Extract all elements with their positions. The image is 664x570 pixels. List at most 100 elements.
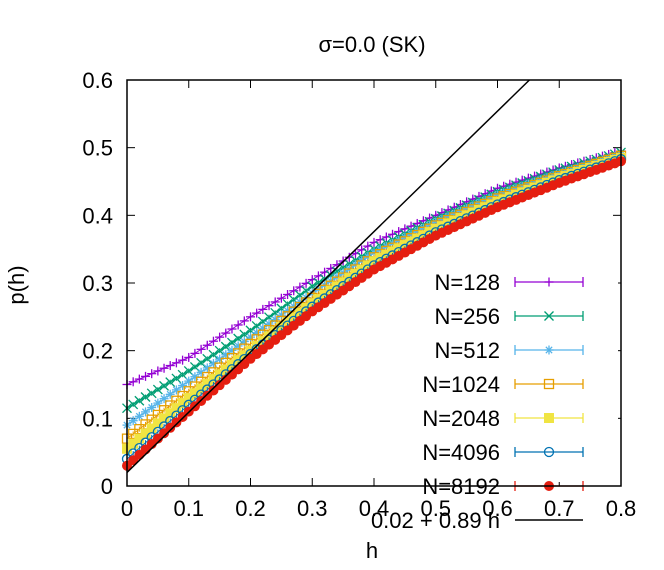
y-tick-label: 0.5: [82, 136, 113, 161]
data-point: [239, 316, 249, 326]
data-point: [227, 324, 237, 334]
legend-marker: [544, 345, 554, 355]
data-point: [202, 340, 212, 350]
x-tick-label: 0.8: [606, 496, 637, 521]
data-point: [171, 358, 181, 368]
data-point: [196, 357, 207, 368]
x-tick-label: 0.3: [297, 496, 328, 521]
data-point: [177, 411, 188, 422]
data-point: [165, 389, 175, 399]
x-tick-label: 0.5: [420, 496, 451, 521]
legend-label: N=2048: [422, 406, 500, 431]
legend-marker: [544, 413, 554, 423]
data-point: [215, 332, 225, 342]
data-point: [147, 403, 157, 413]
data-point: [177, 369, 188, 380]
y-tick-label: 0.6: [82, 68, 113, 93]
data-point: [171, 403, 182, 414]
legend-marker: [544, 277, 554, 287]
x-tick-label: 0.2: [235, 496, 266, 521]
y-tick-label: 0: [101, 474, 113, 499]
data-point: [147, 369, 157, 379]
data-point: [258, 304, 268, 314]
plot-area: [121, 79, 627, 474]
data-point: [159, 380, 170, 391]
data-point: [276, 293, 286, 303]
legend-label: N=4096: [422, 440, 500, 465]
legend-label: N=512: [435, 338, 500, 363]
data-point: [270, 297, 280, 307]
data-point: [178, 355, 188, 365]
series-N=8192: [122, 156, 626, 471]
data-point: [178, 381, 188, 391]
data-point: [159, 363, 169, 373]
data-point: [171, 373, 182, 384]
x-tick-label: 0.1: [173, 496, 204, 521]
data-point: [202, 353, 213, 364]
data-point: [128, 377, 138, 387]
data-point: [220, 341, 231, 352]
data-point: [246, 332, 255, 342]
x-axis-label: h: [366, 538, 378, 563]
data-point: [246, 312, 255, 322]
data-point: [165, 408, 176, 419]
data-point: [165, 377, 176, 388]
data-point: [184, 352, 194, 362]
data-point: [171, 385, 181, 395]
legend-label: 0.02 + 0.89 h: [371, 508, 500, 533]
legend: N=128N=256N=512N=1024N=2048N=4096N=81920…: [371, 262, 618, 533]
legend-background: [408, 262, 618, 482]
chart-title: σ=0.0 (SK): [318, 32, 425, 57]
x-tick-label: 0.6: [482, 496, 513, 521]
data-point: [196, 344, 206, 354]
data-point: [141, 371, 151, 381]
legend-marker: [543, 378, 555, 390]
data-point: [252, 308, 262, 318]
data-point: [134, 411, 144, 421]
plot-frame: [126, 79, 622, 487]
data-point: [171, 417, 182, 428]
y-axis-label: p(h): [4, 265, 29, 304]
legend-label: N=256: [435, 304, 500, 329]
data-point: [159, 394, 169, 404]
data-point: [134, 395, 145, 406]
y-tick-label: 0.1: [82, 406, 113, 431]
data-point: [128, 455, 139, 466]
legend-marker: [543, 446, 555, 458]
data-point: [141, 407, 151, 417]
data-point: [134, 374, 144, 384]
data-point: [289, 286, 299, 296]
x-tick-label: 0.4: [359, 496, 390, 521]
data-point: [283, 290, 293, 300]
data-point: [177, 398, 188, 409]
legend-label: N=128: [435, 270, 500, 295]
data-point: [214, 345, 225, 356]
x-tick-label: 0: [121, 496, 133, 521]
data-point: [165, 422, 176, 433]
data-point: [128, 416, 138, 426]
data-point: [233, 320, 243, 330]
data-point: [134, 449, 145, 460]
data-point: [208, 349, 219, 360]
y-tick-label: 0.3: [82, 271, 113, 296]
data-point: [159, 413, 170, 424]
y-tick-label: 0.2: [82, 339, 113, 364]
fit-line: [126, 79, 530, 474]
data-point: [140, 392, 151, 402]
data-point: [221, 328, 231, 338]
data-point: [190, 348, 200, 358]
data-point: [146, 388, 157, 399]
legend-label: N=1024: [422, 372, 500, 397]
axis-ticks: 0 0.1 0.2 0.3 0.4 0.5 0.6 0.7 0.8 0 0.1 0.2 0.3 0.4 0.…: [82, 68, 636, 521]
data-point: [128, 399, 139, 410]
legend-marker: [544, 311, 554, 321]
data-point: [153, 366, 163, 376]
data-point: [184, 376, 194, 386]
data-point: [208, 336, 218, 346]
x-tick-label: 0.7: [544, 496, 575, 521]
data-point: [159, 428, 170, 439]
y-tick-label: 0.4: [82, 203, 113, 228]
data-point: [215, 354, 225, 364]
data-point: [165, 361, 175, 371]
